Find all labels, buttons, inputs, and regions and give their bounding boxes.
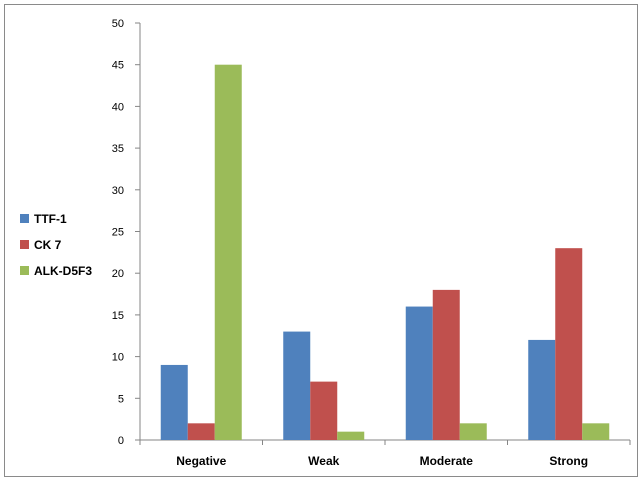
y-tick-label: 20 — [112, 268, 124, 280]
y-tick-label: 25 — [112, 227, 124, 239]
bar-ttf-1-weak — [283, 331, 311, 440]
y-tick-label: 45 — [112, 60, 124, 72]
bar-ck-7-moderate — [432, 289, 460, 440]
y-tick-label: 50 — [112, 18, 124, 30]
bars — [160, 64, 610, 440]
x-category-label: Negative — [176, 454, 226, 468]
x-category-label: Moderate — [420, 454, 474, 468]
bar-alk-d5f3-negative — [214, 64, 242, 440]
y-axis: 0 5 10 15 20 25 30 35 40 45 50 — [112, 18, 141, 447]
legend-label: ALK-D5F3 — [34, 264, 92, 278]
bar-alk-d5f3-weak — [337, 431, 365, 440]
bar-alk-d5f3-strong — [582, 423, 610, 440]
y-tick-label: 5 — [118, 393, 124, 405]
bar-ttf-1-strong — [528, 339, 556, 440]
y-tick-label: 30 — [112, 185, 124, 197]
y-tick-label: 35 — [112, 143, 124, 155]
x-category-label: Strong — [549, 454, 588, 468]
x-axis: Negative Weak Moderate Strong — [139, 439, 631, 468]
bar-ttf-1-moderate — [405, 306, 433, 440]
bar-ck-7-weak — [310, 381, 338, 440]
y-tick-label: 15 — [112, 310, 124, 322]
bar-ttf-1-negative — [160, 364, 188, 440]
x-category-label: Weak — [308, 454, 339, 468]
legend-label: CK 7 — [34, 238, 62, 252]
y-tick-label: 40 — [112, 101, 124, 113]
legend: TTF-1 CK 7 ALK-D5F3 — [20, 212, 92, 278]
legend-swatch — [20, 266, 29, 275]
legend-swatch — [20, 214, 29, 223]
y-tick-label: 10 — [112, 352, 124, 364]
legend-label: TTF-1 — [34, 212, 67, 226]
bar-ck-7-negative — [187, 423, 215, 440]
bar-ck-7-strong — [555, 248, 583, 440]
y-tick-label: 0 — [118, 435, 124, 447]
bar-alk-d5f3-moderate — [459, 423, 487, 440]
legend-swatch — [20, 240, 29, 249]
